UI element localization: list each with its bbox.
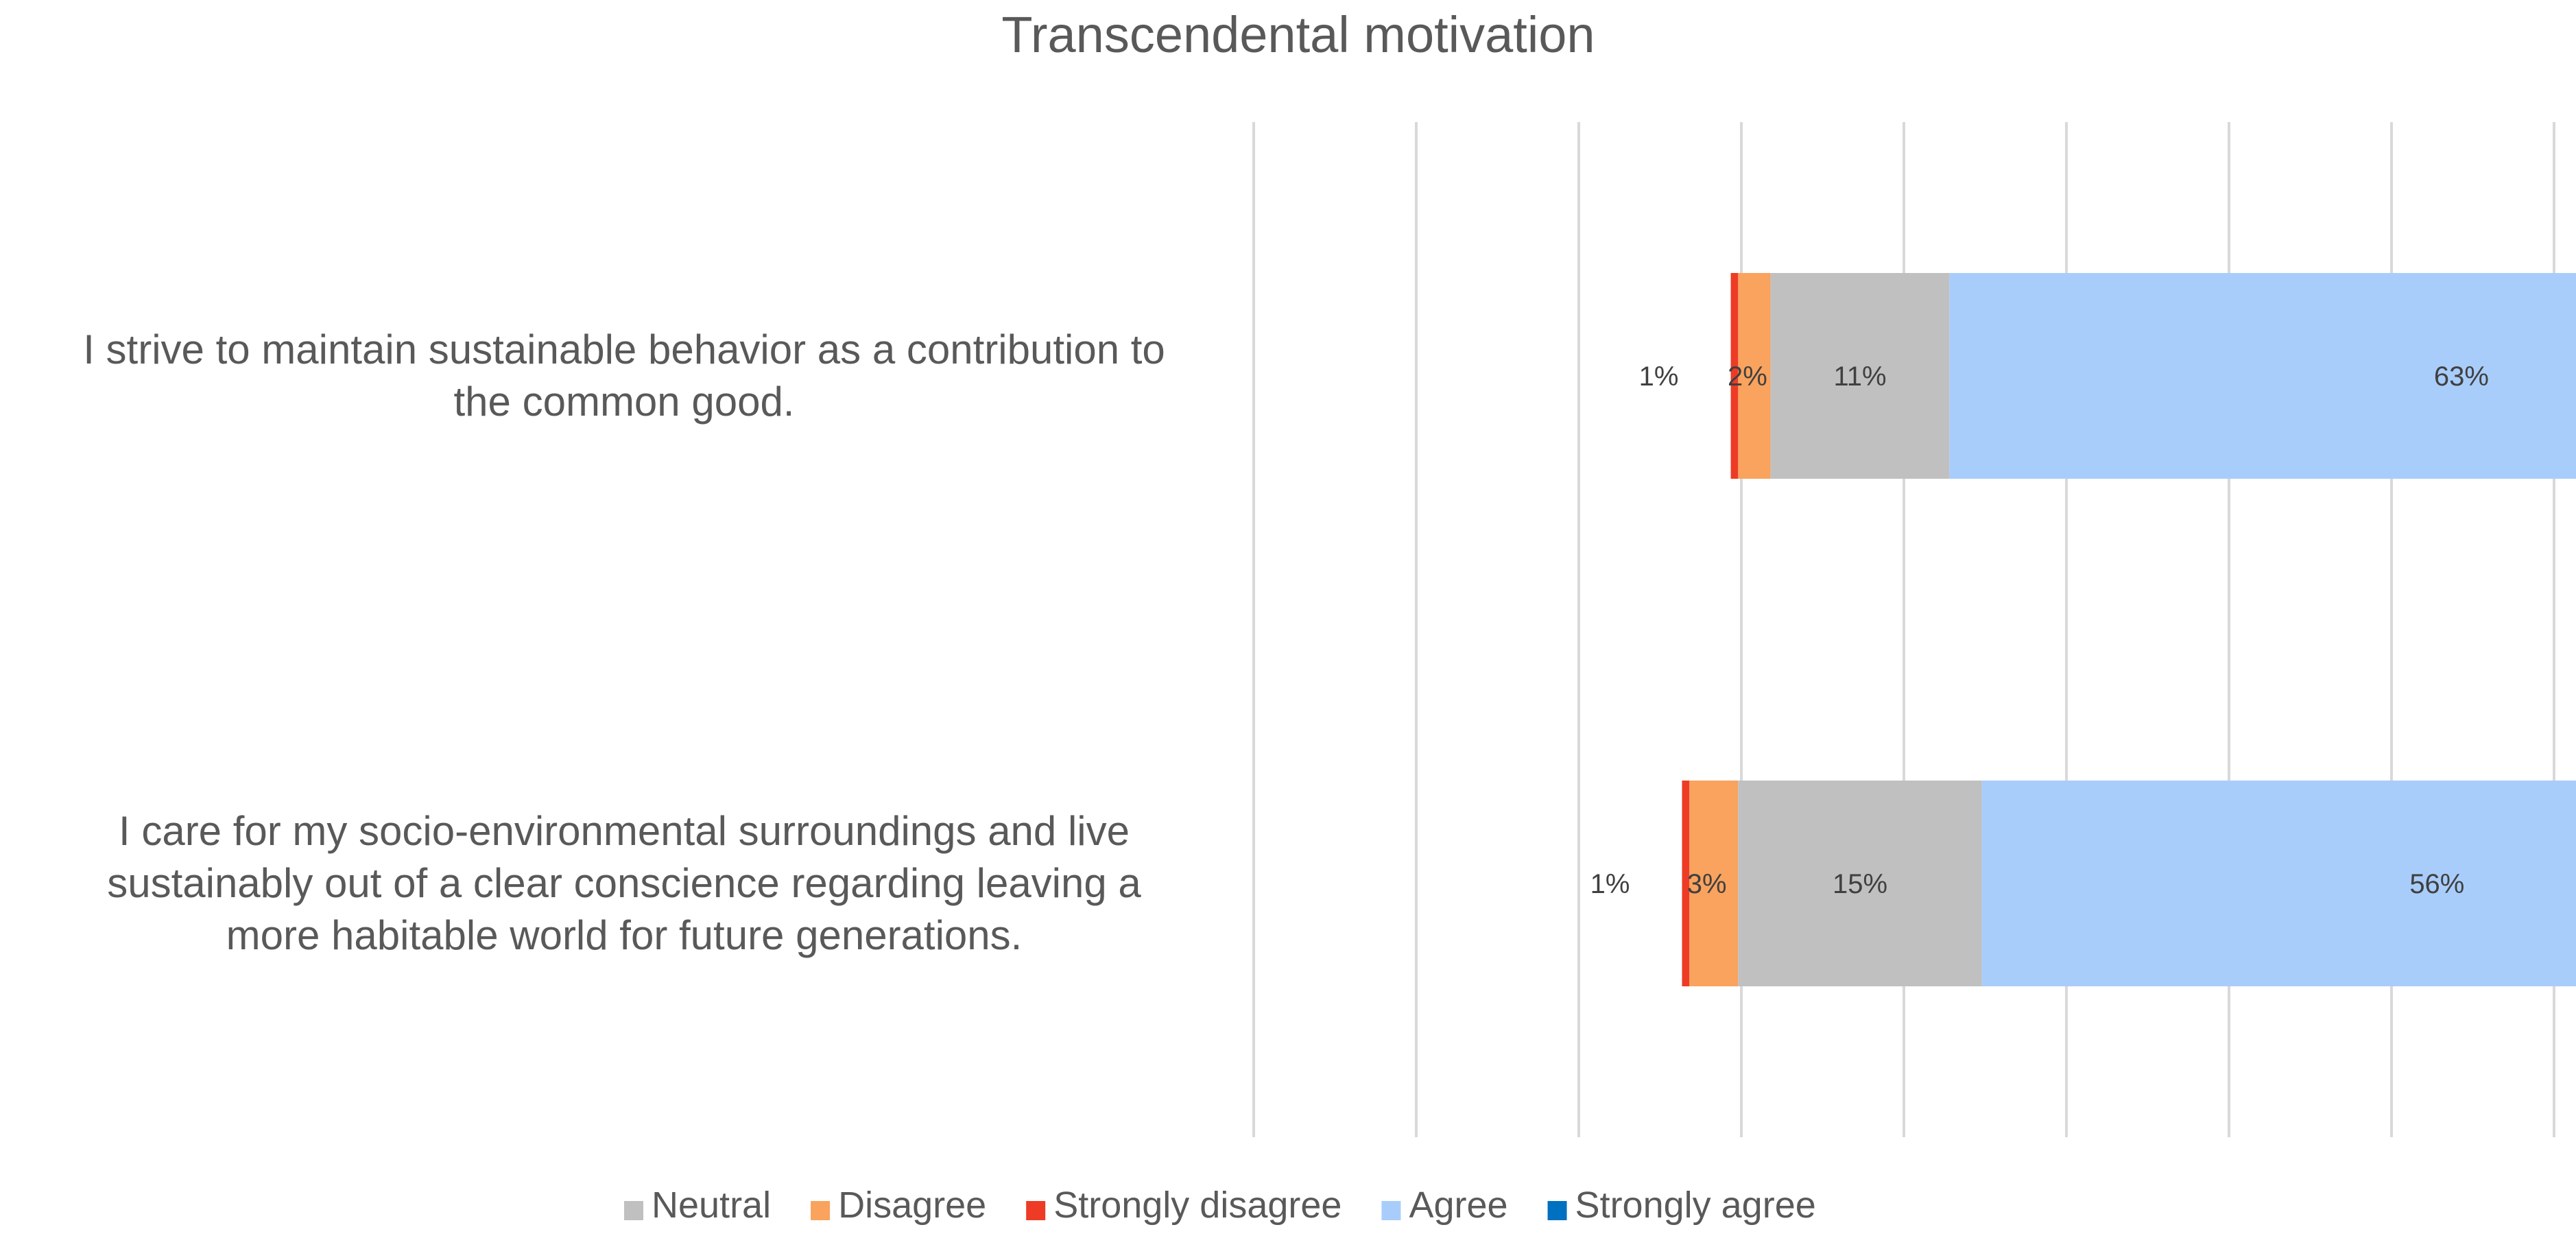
bar-strongly-disagree [1730,273,1739,479]
legend-swatch-strongly-agree [1547,1201,1567,1220]
legend-swatch-strongly-disagree [1026,1201,1046,1220]
legend-label-neutral: Neutral [652,1185,771,1226]
legend: Neutral Disagree Strongly disagree Agree Str… [624,1185,1816,1226]
legend-swatch-neutral [624,1201,643,1220]
category-label-line: sustainably out of a clear conscience re… [107,860,1141,906]
data-label-neutral: 15% [1833,869,1887,899]
category-label-line: more habitable world for future generati… [226,912,1023,958]
bar-strongly-disagree [1682,781,1690,986]
bar-neutral [1770,273,1950,479]
data-label-strongly-disagree: 1% [1590,869,1630,899]
bars [1682,273,2576,986]
category-label-line: I strive to maintain sustainable behavio… [83,326,1165,372]
data-labels: 1%2%11%63%23%1%3%15%56%25% [1590,361,2489,899]
data-label-disagree: 2% [1728,361,1767,392]
bar-agree [1949,273,2576,479]
bar-agree [1981,781,2576,986]
legend-swatch-disagree [811,1201,831,1220]
data-label-disagree: 3% [1687,869,1727,899]
data-label-strongly-disagree: 1% [1639,361,1679,392]
legend-label-strongly-agree: Strongly agree [1575,1185,1816,1226]
legend-label-strongly-disagree: Strongly disagree [1053,1185,1341,1226]
legend-label-agree: Agree [1409,1185,1507,1226]
category-label-line: I care for my socio-environmental surrou… [118,808,1130,854]
chart-title: Transcendental motivation [1001,6,1595,63]
data-label-agree: 56% [2409,869,2464,899]
data-label-neutral: 11% [1833,361,1886,392]
bar-disagree [1738,273,1771,479]
data-label-agree: 63% [2434,361,2489,392]
category-label: I strive to maintain sustainable behavio… [14,324,1235,428]
legend-label-disagree: Disagree [838,1185,986,1226]
bar-neutral [1738,781,1982,986]
category-label-line: the common good. [453,379,795,425]
category-label: I care for my socio-environmental surrou… [14,805,1235,962]
bar-disagree [1689,781,1739,986]
legend-swatch-agree [1381,1201,1401,1220]
